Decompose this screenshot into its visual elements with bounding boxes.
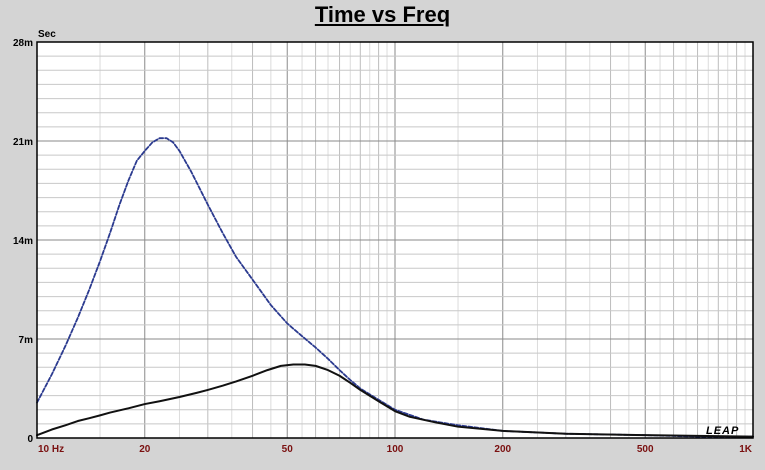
y-tick-label: 28m [13,38,33,49]
y-tick-label: 14m [13,236,33,247]
x-tick-label: 50 [282,444,294,455]
y-tick-label: 7m [19,335,34,346]
x-tick-labels: 10 Hz 20 50 100 200 500 1K [38,444,753,455]
leap-logo: LEAP [706,425,739,437]
chart-title: Time vs Freq [314,2,451,27]
y-tick-label: 0 [27,434,33,445]
grid [37,42,753,438]
series-layer [36,137,754,438]
series-line-2 [36,363,754,438]
plot-frame [36,41,754,439]
x-tick-label: 10 Hz [38,444,64,455]
y-axis-label: Sec [38,29,56,40]
x-tick-label: 1K [739,444,753,455]
y-tick-label: 21m [13,137,33,148]
x-tick-label: 100 [387,444,404,455]
x-tick-label: 500 [637,444,654,455]
y-tick-labels: 0 7m 14m 21m 28m [13,38,33,445]
x-tick-label: 200 [494,444,511,455]
x-tick-label: 20 [139,444,151,455]
